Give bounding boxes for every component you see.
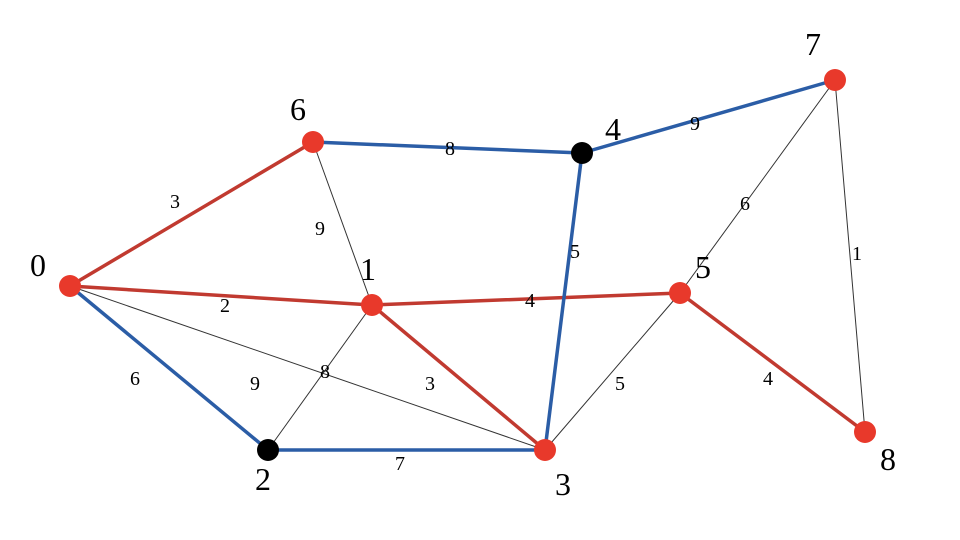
node-label-5: 5: [695, 249, 711, 285]
node-1: [361, 294, 383, 316]
node-7: [824, 69, 846, 91]
nodes-layer: [59, 69, 876, 461]
edges-layer: [70, 80, 865, 450]
edge-weight-1-2: 9: [250, 373, 260, 395]
edge-weight-1-3: 3: [425, 373, 435, 395]
node-label-1: 1: [360, 251, 376, 287]
node-labels-layer: 0 1 2 3 4 5 6 7 8: [30, 26, 896, 502]
edge-5-8: [680, 293, 865, 432]
edge-1-3: [372, 305, 545, 450]
edge-0-2: [70, 286, 268, 450]
edge-weight-4-6: 8: [445, 138, 455, 160]
edge-weight-5-7: 6: [740, 193, 750, 215]
edge-weight-2-3: 7: [395, 453, 405, 475]
edge-weight-3-5: 5: [615, 373, 625, 395]
edge-0-3: [70, 286, 545, 450]
node-6: [302, 131, 324, 153]
edge-weight-0-3: 8: [320, 361, 330, 383]
node-label-6: 6: [290, 91, 306, 127]
edge-weight-0-6: 3: [170, 191, 180, 213]
node-label-8: 8: [880, 441, 896, 477]
node-5: [669, 282, 691, 304]
edge-weight-0-1: 2: [220, 295, 230, 317]
edge-labels-layer: 3 2 6 8 9 9 3 4 7 5 5 8 9 6 4 1: [130, 113, 862, 475]
node-3: [534, 439, 556, 461]
node-0: [59, 275, 81, 297]
edge-weight-7-8: 1: [852, 243, 862, 265]
edge-weight-4-7: 9: [690, 113, 700, 135]
edge-weight-5-8: 4: [763, 368, 773, 390]
node-label-4: 4: [605, 111, 621, 147]
node-label-0: 0: [30, 247, 46, 283]
edge-weight-3-4: 5: [570, 241, 580, 263]
edge-weight-1-5: 4: [525, 290, 535, 312]
node-4: [571, 142, 593, 164]
edge-3-5: [545, 293, 680, 450]
node-2: [257, 439, 279, 461]
node-label-3: 3: [555, 466, 571, 502]
node-8: [854, 421, 876, 443]
edge-3-4: [545, 153, 582, 450]
node-label-7: 7: [805, 26, 821, 62]
node-label-2: 2: [255, 461, 271, 497]
edge-0-6: [70, 142, 313, 286]
edge-weight-0-2: 6: [130, 368, 140, 390]
edge-weight-1-6: 9: [315, 218, 325, 240]
weighted-graph: 3 2 6 8 9 9 3 4 7 5 5 8 9 6 4 1 0 1 2 3 4 5 6 7 8: [0, 0, 960, 540]
